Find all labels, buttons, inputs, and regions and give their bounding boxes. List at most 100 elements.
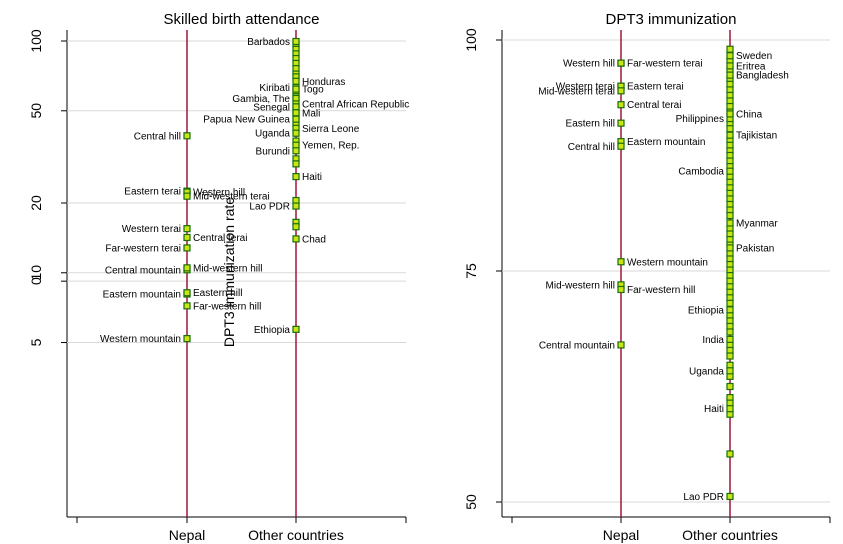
data-label: Barbados: [247, 37, 290, 48]
x-category-label: Nepal: [169, 527, 206, 543]
data-point: [292, 160, 300, 168]
data-label: Western terai: [556, 82, 615, 93]
data-label: Mid-western hill: [546, 280, 615, 291]
data-label: Sierra Leone: [302, 124, 360, 135]
y-tick-label: 50: [28, 103, 44, 119]
data-label: Eastern mountain: [103, 289, 181, 300]
data-point: [726, 52, 734, 60]
data-label: Gambia, The: [232, 94, 290, 105]
data-point: [183, 132, 191, 140]
data-label: Ethiopia: [688, 305, 725, 316]
data-point: [292, 109, 300, 117]
data-label: Togo: [302, 85, 324, 96]
data-label: Far-western hill: [193, 301, 261, 312]
data-label: Ethiopia: [254, 325, 291, 336]
data-point: [726, 45, 734, 53]
data-point: [183, 192, 191, 200]
data-point: [617, 119, 625, 127]
y-tick-label: 10: [28, 265, 44, 281]
data-point: [726, 367, 734, 375]
data-point: [726, 131, 734, 139]
data-label: Sweden: [736, 51, 772, 62]
data-label: Lao PDR: [683, 492, 724, 503]
y-tick-label: 50: [463, 494, 479, 510]
data-label: Western mountain: [100, 334, 181, 345]
y-tick-label: 20: [28, 195, 44, 211]
data-label: Western terai: [122, 224, 181, 235]
data-point: [183, 244, 191, 252]
data-point: [292, 103, 300, 111]
data-point: [726, 110, 734, 118]
data-label: Haiti: [704, 404, 724, 415]
data-point: [726, 352, 734, 360]
data-label: China: [736, 109, 763, 120]
data-point: [292, 37, 300, 46]
data-point: [292, 223, 300, 231]
data-label: Cambodia: [678, 167, 724, 178]
data-point: [726, 211, 734, 220]
data-point: [726, 71, 734, 79]
y-tick-label: 0: [28, 277, 44, 285]
data-point: [183, 334, 191, 343]
chart-title: DPT3 immunization: [606, 11, 737, 28]
data-label: Mid-western terai: [193, 192, 270, 203]
data-label: Central African Republic: [302, 99, 409, 110]
data-point: [726, 492, 734, 501]
y-tick-label: 75: [463, 263, 479, 279]
data-point: [183, 264, 191, 272]
data-point: [617, 285, 625, 294]
data-point: [726, 167, 734, 175]
data-label: Mali: [302, 108, 320, 119]
data-label: Uganda: [255, 129, 290, 140]
data-label: Bangladesh: [736, 71, 789, 82]
data-point: [726, 125, 734, 133]
data-label: Eastern terai: [627, 82, 684, 93]
panel-2: [496, 30, 831, 523]
x-category-label: Other countries: [248, 527, 344, 543]
data-label: Central terai: [193, 233, 247, 244]
data-label: Papua New Guinea: [203, 115, 290, 126]
data-label: Uganda: [689, 366, 724, 377]
data-point: [183, 302, 191, 310]
data-point: [617, 142, 625, 150]
y-axis-title: DPT3 immunization rate: [221, 197, 237, 347]
data-label: Mid-western terai: [538, 86, 615, 97]
data-label: Honduras: [302, 77, 345, 88]
x-category-label: Other countries: [682, 527, 778, 543]
data-label: Western mountain: [627, 257, 708, 268]
data-label: Central mountain: [539, 340, 615, 351]
data-label: Far-western terai: [105, 243, 181, 254]
data-label: Eastern hill: [193, 288, 242, 299]
data-point: [292, 202, 300, 210]
data-label: Senegal: [253, 102, 290, 113]
data-point: [617, 59, 625, 67]
data-label: Philippines: [676, 114, 724, 125]
data-point: [292, 325, 300, 333]
data-label: Burundi: [256, 146, 290, 157]
panel-1: [61, 30, 407, 523]
data-label: Central terai: [627, 100, 681, 111]
x-category-label: Nepal: [603, 527, 640, 543]
data-label: Chad: [302, 234, 326, 245]
data-point: [292, 172, 300, 181]
data-point: [726, 244, 734, 252]
data-label: Eastern mountain: [627, 137, 705, 148]
data-label: Central hill: [134, 131, 181, 142]
data-point: [726, 306, 734, 314]
data-point: [183, 289, 191, 297]
data-label: India: [702, 335, 724, 346]
data-point: [183, 233, 191, 242]
data-point: [617, 341, 625, 349]
y-tick-label: 5: [28, 338, 44, 346]
data-point: [292, 235, 300, 243]
data-point: [617, 101, 625, 109]
data-point: [617, 87, 625, 95]
data-point: [726, 299, 734, 307]
data-point: [292, 77, 300, 85]
data-point: [726, 382, 734, 391]
data-label: Eastern hill: [566, 119, 615, 130]
y-tick-label: 100: [28, 29, 44, 53]
data-label: Tajikistan: [736, 131, 777, 142]
data-point: [726, 219, 734, 227]
